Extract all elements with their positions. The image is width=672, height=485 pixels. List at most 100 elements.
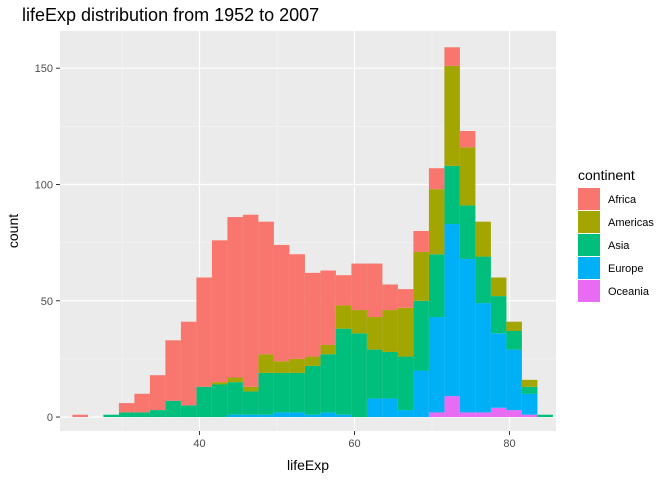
- bar-asia: [475, 256, 491, 304]
- legend-label-africa: Africa: [608, 194, 637, 206]
- bar-europe: [320, 412, 336, 418]
- bar-americas: [335, 305, 352, 329]
- bar-americas: [506, 321, 522, 331]
- bar-africa: [72, 414, 88, 418]
- bar-africa: [351, 263, 367, 311]
- bar-oceania: [475, 412, 491, 418]
- bar-americas: [475, 221, 491, 257]
- bar-americas: [211, 382, 228, 385]
- bar-asia: [289, 372, 305, 413]
- bar-asia: [382, 351, 398, 399]
- bar-americas: [320, 344, 336, 355]
- bar-europe: [490, 333, 507, 408]
- bar-americas: [413, 251, 429, 301]
- bar-africa: [118, 403, 135, 413]
- bar-africa: [397, 289, 414, 308]
- bar-asia: [103, 414, 119, 418]
- axes: 40 60 80 0 50 100 150: [35, 63, 516, 450]
- legend-swatch-americas: [578, 211, 600, 233]
- bar-asia: [273, 372, 290, 413]
- bar-europe: [258, 414, 274, 418]
- bar-europe: [335, 414, 352, 418]
- bar-americas: [289, 358, 305, 373]
- bar-americas: [273, 361, 290, 373]
- bar-africa: [428, 168, 445, 190]
- bar-asia: [227, 382, 243, 415]
- bar-africa: [134, 393, 150, 413]
- bar-europe: [242, 414, 259, 418]
- bar-africa: [304, 272, 321, 357]
- bar-africa: [413, 231, 429, 252]
- bar-asia: [118, 412, 135, 418]
- legend-swatch-oceania: [578, 280, 600, 302]
- bar-africa: [227, 217, 243, 378]
- bar-americas: [428, 189, 445, 255]
- bar-europe: [273, 412, 290, 418]
- legend: continent Africa Americas Asia Europe Oceani…: [578, 167, 654, 302]
- bar-africa: [165, 340, 181, 401]
- y-tick-label: 150: [35, 63, 53, 75]
- bar-africa: [382, 284, 398, 311]
- bar-europe: [428, 317, 445, 413]
- x-tick-label: 80: [503, 438, 515, 450]
- x-tick-label: 40: [193, 438, 205, 450]
- legend-title: continent: [578, 167, 635, 183]
- bar-americas: [242, 386, 259, 392]
- bar-asia: [428, 254, 445, 318]
- bar-europe: [397, 410, 414, 418]
- bar-americas: [397, 307, 414, 357]
- x-tick-label: 60: [348, 438, 360, 450]
- chart-title: lifeExp distribution from 1952 to 2007: [22, 5, 319, 25]
- bar-americas: [304, 356, 321, 366]
- bar-oceania: [459, 412, 476, 418]
- bar-asia: [490, 296, 507, 334]
- bar-europe: [289, 412, 305, 418]
- bar-africa: [149, 375, 166, 411]
- bar-asia: [459, 205, 476, 259]
- bar-oceania: [444, 396, 460, 418]
- bar-asia: [196, 386, 212, 418]
- bar-asia: [304, 365, 321, 415]
- bar-africa: [180, 321, 197, 406]
- bar-europe: [459, 258, 476, 413]
- bar-asia: [537, 414, 553, 418]
- y-axis-label: count: [5, 214, 21, 248]
- bar-americas: [366, 317, 383, 350]
- bar-europe: [521, 393, 538, 415]
- bar-europe: [506, 349, 522, 411]
- bar-africa: [320, 270, 336, 345]
- bar-asia: [211, 384, 228, 418]
- y-tick-label: 50: [41, 296, 53, 308]
- legend-swatch-asia: [578, 234, 600, 256]
- bar-europe: [366, 398, 383, 418]
- bar-africa: [273, 244, 290, 362]
- bar-africa: [289, 254, 305, 359]
- bar-europe: [304, 414, 321, 418]
- bar-americas: [351, 310, 367, 334]
- bar-africa: [366, 263, 383, 318]
- legend-label-europe: Europe: [608, 263, 643, 275]
- bar-africa: [444, 47, 460, 66]
- bar-americas: [382, 310, 398, 352]
- legend-swatch-africa: [578, 188, 600, 210]
- bar-asia: [351, 333, 367, 418]
- bar-asia: [335, 328, 352, 415]
- bar-europe: [382, 398, 398, 418]
- bar-africa: [335, 275, 352, 306]
- bar-europe: [444, 224, 460, 397]
- bar-asia: [444, 165, 460, 225]
- bar-americas: [258, 354, 274, 373]
- bar-asia: [180, 405, 197, 418]
- bar-asia: [521, 386, 538, 394]
- y-tick-label: 0: [47, 412, 53, 424]
- bar-asia: [366, 349, 383, 399]
- bar-africa: [258, 221, 274, 355]
- legend-label-americas: Americas: [608, 217, 654, 229]
- bar-asia: [134, 412, 150, 418]
- bar-asia: [320, 354, 336, 413]
- x-axis-label: lifeExp: [287, 457, 329, 473]
- bar-africa: [242, 214, 259, 387]
- bar-africa: [196, 277, 212, 387]
- bar-europe: [413, 370, 429, 418]
